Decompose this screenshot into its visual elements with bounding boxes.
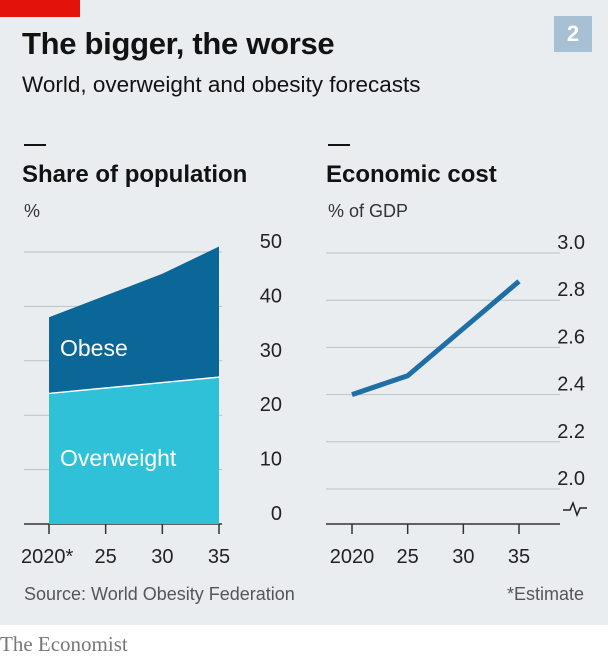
right-y-tick-labels: 2.0 2.2 2.4 2.6 2.8 3.0 [557,232,585,490]
source-note: Source: World Obesity Federation [24,584,295,604]
left-y-tick-labels: 0 10 20 30 40 50 [260,231,282,525]
obese-series-label: Obese [60,335,128,361]
share-of-population-panel: Share of population % Obese Overweight 0 1… [21,144,282,568]
area-boundary-line [48,376,220,395]
obese-area [49,246,219,394]
right-y-tick-label: 3.0 [557,232,585,254]
left-x-tick-labels: 2020* 25 30 35 [21,546,230,568]
chart-title: The bigger, the worse [22,26,335,61]
right-y-tick-label: 2.0 [557,468,585,490]
chart-number-badge: 2 [554,16,592,52]
right-x-tick-labels: 2020 25 30 35 [330,546,530,568]
right-y-tick-label: 2.6 [557,326,585,348]
left-y-tick-label: 20 [260,394,282,416]
left-areas: Obese Overweight [48,246,220,524]
right-y-tick-label: 2.8 [557,279,585,301]
right-y-tick-label: 2.4 [557,374,585,396]
chart-subtitle: World, overweight and obesity forecasts [22,72,421,97]
left-y-tick-label: 0 [271,503,282,525]
economic-cost-panel: Economic cost % of GDP 2.0 2.2 2.4 2.6 2.8 3.… [326,144,587,568]
right-y-tick-label: 2.2 [557,421,585,443]
left-y-tick-label: 40 [260,285,282,307]
right-x-tick-label: 35 [508,546,530,568]
left-panel-title: Share of population [22,161,247,188]
right-series-line [351,279,521,397]
left-x-tick-label: 35 [208,546,230,568]
left-x-tick-label: 25 [95,546,117,568]
left-y-tick-label: 30 [260,340,282,362]
overweight-series-label: Overweight [60,445,177,471]
right-panel-title: Economic cost [326,161,497,188]
left-x-tick-label: 30 [151,546,173,568]
axis-break-icon [563,500,587,518]
estimate-note: *Estimate [506,584,584,604]
charts-svg: Share of population % Obese Overweight 0 1… [21,144,587,568]
right-panel-unit: % of GDP [328,201,408,221]
overweight-area [49,377,219,524]
left-panel-unit: % [24,201,40,221]
right-x-tick-label: 30 [452,546,474,568]
left-y-tick-label: 50 [260,231,282,253]
chart-card: The bigger, the worse World, overweight … [0,0,608,625]
right-x-tick-label: 25 [397,546,419,568]
publisher-brand: The Economist [0,632,128,656]
right-x-tick-label: 2020 [330,546,375,568]
brand-red-tag [0,0,80,17]
right-gridlines [326,252,587,534]
left-y-tick-label: 10 [260,449,282,471]
left-x-tick-label: 2020* [21,546,73,568]
economic-cost-line [351,279,521,397]
